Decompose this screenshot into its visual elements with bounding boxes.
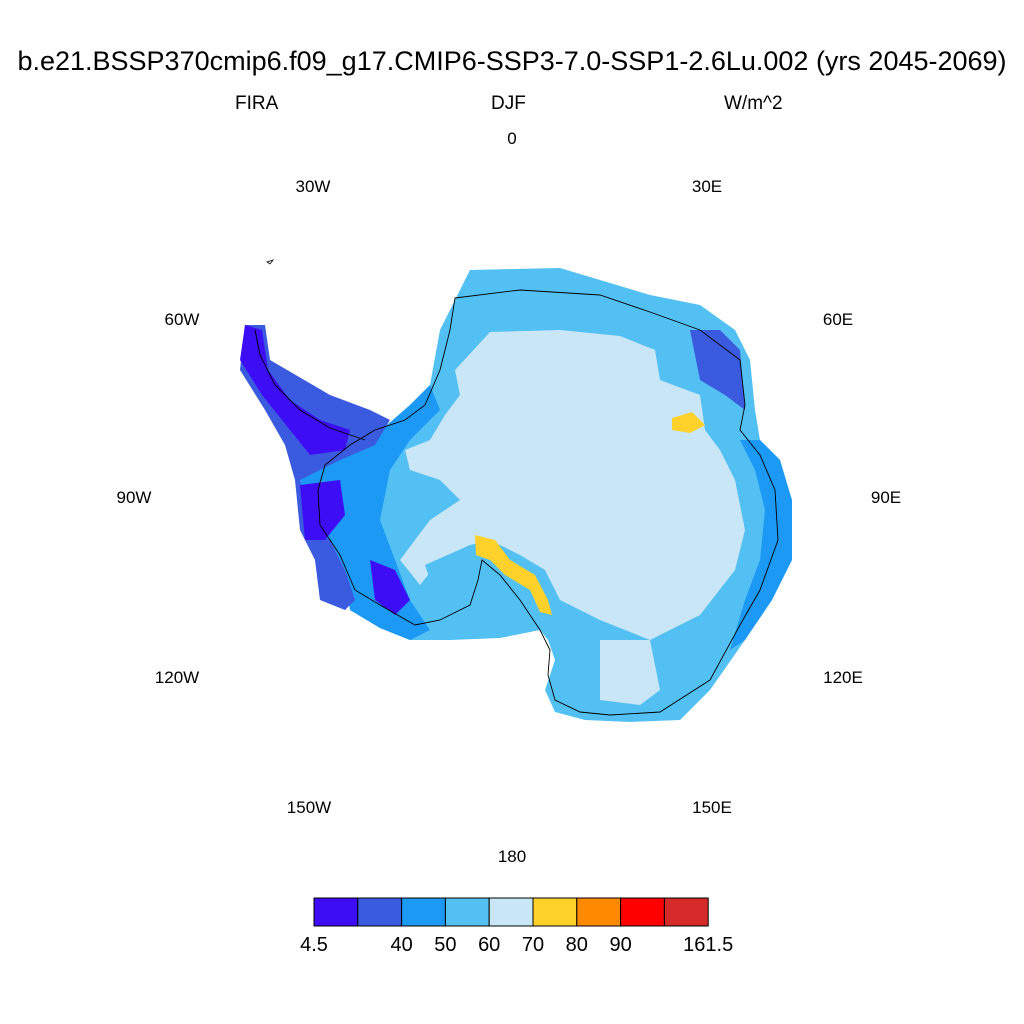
lon-label-180: 180 [497, 847, 527, 866]
colorbar-tick-label: 60 [478, 934, 500, 956]
amundsen-patch [370, 560, 410, 615]
season-label: DJF [491, 93, 526, 114]
lon-label-120w: 120W [154, 668, 200, 687]
units-label: W/m^2 [724, 93, 783, 114]
variable-label: FIRA [235, 93, 279, 114]
colorbar-swatch [401, 897, 446, 927]
colorbar-tick-label: 70 [522, 934, 544, 956]
colorbar-tick-label: 90 [609, 934, 631, 956]
lon-label-60e: 60E [822, 310, 854, 329]
dark-strip-east [690, 330, 745, 410]
coastal-band-west [300, 385, 440, 640]
peninsula-coastline [254, 329, 366, 441]
colorbar-tick-label: 4.5 [300, 934, 328, 956]
colorbar-tick-label: 50 [434, 934, 456, 956]
colorbar-swatch [532, 897, 578, 927]
interior-plateau [400, 330, 745, 640]
small-island [266, 259, 275, 265]
lon-label-150e: 150E [692, 798, 732, 817]
lon-label-120e: 120E [823, 668, 863, 687]
coastal-band-east [730, 440, 792, 650]
colorbar-swatch [357, 897, 403, 927]
lon-label-0: 0 [507, 129, 517, 148]
plot-title: b.e21.BSSP370cmip6.f09_g17.CMIP6-SSP3-7.… [17, 46, 1007, 76]
coastline [317, 289, 779, 716]
colorbar-swatch [488, 897, 534, 927]
lon-label-30e: 30E [691, 177, 723, 196]
colorbar-tick-label: 40 [390, 934, 412, 956]
colorbar-swatch [620, 897, 665, 927]
colorbar-swatch [444, 897, 490, 927]
colorbar-swatch [663, 897, 709, 927]
warm-patch-ross [475, 535, 552, 615]
colorbar-tick-label: 161.5 [683, 934, 733, 956]
warm-patch-east [672, 412, 705, 433]
lon-label-90w: 90W [116, 488, 152, 507]
colorbar-swatch [313, 897, 359, 927]
lon-label-150w: 150W [286, 798, 332, 817]
colorbar-tick-label: 80 [566, 934, 588, 956]
lon-label-60w: 60W [164, 310, 200, 329]
lon-label-90e: 90E [870, 488, 902, 507]
ice-shelf-patch-east [600, 640, 660, 705]
lon-label-30w: 30W [295, 177, 331, 196]
colorbar-swatch [576, 897, 622, 927]
marie-byrd-patch [300, 480, 345, 540]
peninsula-inner [240, 325, 350, 455]
ice-shelf-region [425, 545, 545, 625]
